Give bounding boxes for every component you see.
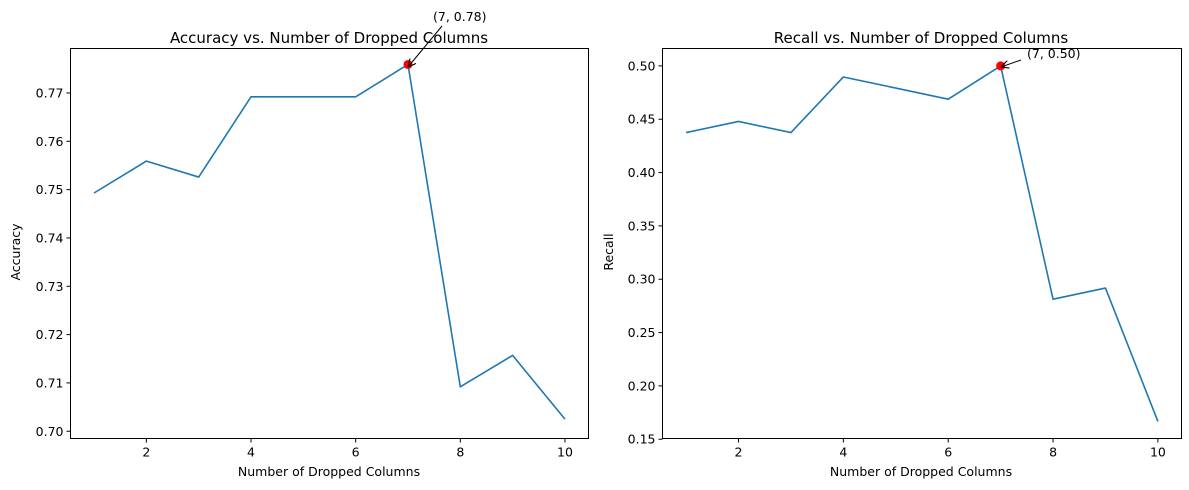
highlight-point (403, 59, 413, 69)
y-axis-label: Accuracy (8, 223, 23, 281)
recall-chart: Recall vs. Number of Dropped Columns Num… (601, 29, 1182, 479)
annotation: (7, 0.50) (1001, 46, 1081, 67)
y-tick-label: 0.35 (628, 218, 656, 233)
y-tick-label: 0.75 (36, 182, 64, 197)
y-tick-label: 0.20 (628, 378, 656, 393)
y-tick-label: 0.70 (36, 424, 64, 439)
x-tick-label: 4 (839, 445, 847, 460)
axis-ticks: 2 4 6 8 10 0.70 0.71 0.72 0.73 0.74 0.75 0.76 0.77 (36, 85, 573, 459)
chart-title: Recall vs. Number of Dropped Columns (774, 29, 1069, 47)
y-tick-label: 0.40 (628, 165, 656, 180)
x-tick-label: 8 (456, 445, 464, 460)
y-tick-label: 0.30 (628, 272, 656, 287)
x-tick-label: 10 (1150, 445, 1166, 460)
y-tick-label: 0.15 (628, 432, 656, 447)
x-tick-label: 6 (352, 445, 360, 460)
annotation: (7, 0.78) (408, 9, 487, 67)
data-line (93, 63, 566, 420)
annotation-arrow (1001, 59, 1022, 67)
axis-ticks: 2 4 6 8 10 0.15 0.20 0.25 0.30 0.35 0.40 0.45 0.50 (628, 58, 1166, 459)
y-tick-label: 0.45 (628, 112, 656, 127)
y-tick-label: 0.25 (628, 325, 656, 340)
y-tick-label: 0.74 (36, 230, 64, 245)
x-tick-label: 6 (944, 445, 952, 460)
series-line (685, 65, 1159, 422)
x-tick-label: 4 (247, 445, 255, 460)
x-tick-label: 2 (735, 445, 743, 460)
chart-title: Accuracy vs. Number of Dropped Columns (170, 29, 488, 47)
x-axis-label: Number of Dropped Columns (830, 464, 1012, 479)
y-tick-label: 0.71 (36, 375, 64, 390)
annotation-text: (7, 0.50) (1027, 46, 1081, 61)
x-tick-label: 2 (142, 445, 150, 460)
data-marks (403, 59, 413, 69)
y-axis-label: Recall (601, 233, 616, 270)
annotation-arrow (408, 25, 443, 67)
series-line (93, 63, 566, 420)
y-tick-label: 0.73 (36, 279, 64, 294)
y-tick-label: 0.77 (36, 85, 64, 100)
x-tick-label: 10 (557, 445, 573, 460)
plot-frame (662, 48, 1182, 439)
x-axis-label: Number of Dropped Columns (238, 464, 420, 479)
y-tick-label: 0.76 (36, 134, 64, 149)
data-line (685, 65, 1159, 422)
annotation-text: (7, 0.78) (433, 9, 487, 24)
y-tick-label: 0.50 (628, 58, 656, 73)
x-tick-label: 8 (1049, 445, 1057, 460)
accuracy-chart: Accuracy vs. Number of Dropped Columns N… (8, 9, 589, 479)
plot-frame (70, 48, 589, 439)
y-tick-label: 0.72 (36, 327, 64, 342)
